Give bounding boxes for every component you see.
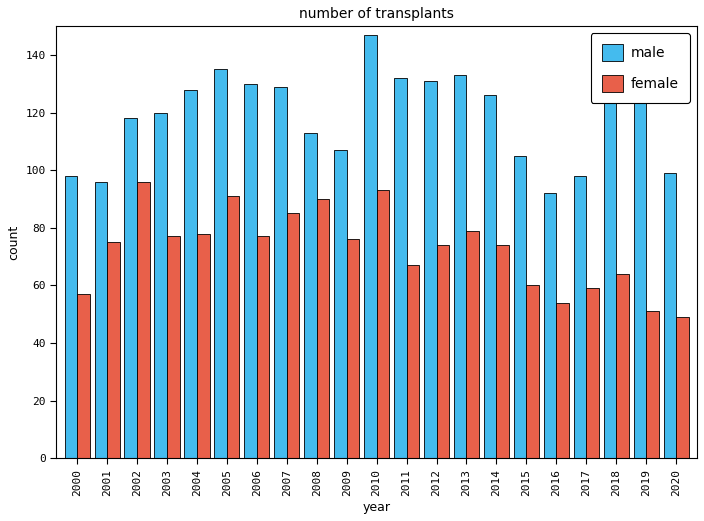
Bar: [436, 245, 449, 458]
Bar: [197, 233, 210, 458]
Bar: [574, 176, 586, 458]
Bar: [514, 156, 527, 458]
Bar: [184, 90, 197, 458]
X-axis label: year: year: [363, 501, 391, 514]
Bar: [364, 35, 377, 458]
Bar: [227, 196, 239, 458]
Bar: [94, 182, 107, 458]
Bar: [137, 182, 150, 458]
Bar: [154, 113, 167, 458]
Bar: [646, 311, 659, 458]
Title: number of transplants: number of transplants: [299, 7, 454, 21]
Bar: [586, 288, 599, 458]
Bar: [244, 84, 257, 458]
Bar: [543, 193, 556, 458]
Bar: [676, 317, 689, 458]
Bar: [257, 237, 270, 458]
Bar: [496, 245, 509, 458]
Bar: [527, 286, 539, 458]
Bar: [616, 274, 629, 458]
Legend: male, female: male, female: [591, 33, 690, 103]
Bar: [107, 242, 120, 458]
Bar: [334, 150, 346, 458]
Bar: [603, 78, 616, 458]
Bar: [274, 86, 287, 458]
Bar: [484, 95, 496, 458]
Bar: [65, 176, 77, 458]
Bar: [424, 81, 436, 458]
Bar: [167, 237, 180, 458]
Bar: [304, 133, 317, 458]
Bar: [287, 214, 299, 458]
Bar: [467, 231, 479, 458]
Bar: [394, 78, 406, 458]
Bar: [377, 190, 389, 458]
Bar: [634, 95, 646, 458]
Bar: [346, 239, 359, 458]
Bar: [77, 294, 89, 458]
Bar: [125, 118, 137, 458]
Bar: [317, 199, 329, 458]
Y-axis label: count: count: [7, 225, 20, 260]
Bar: [556, 303, 569, 458]
Bar: [406, 265, 419, 458]
Bar: [214, 69, 227, 458]
Bar: [663, 173, 676, 458]
Bar: [454, 75, 467, 458]
